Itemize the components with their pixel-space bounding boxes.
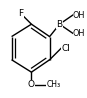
Text: B: B xyxy=(56,20,63,29)
Text: CH₃: CH₃ xyxy=(46,80,60,89)
Text: Cl: Cl xyxy=(61,44,70,53)
Text: F: F xyxy=(18,9,23,18)
Text: O: O xyxy=(28,80,35,89)
Text: OH: OH xyxy=(73,29,85,38)
Text: OH: OH xyxy=(73,11,85,20)
